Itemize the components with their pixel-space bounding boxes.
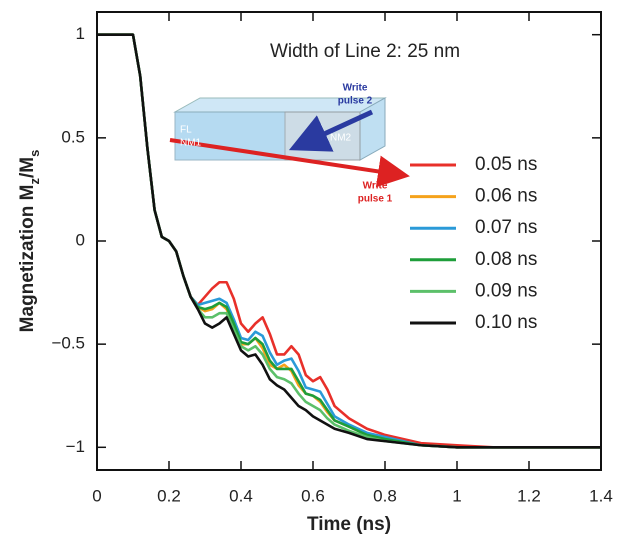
annotation: Width of Line 2: 25 nm: [270, 41, 460, 62]
y-axis-title: Magnetization Mz/Ms: [17, 150, 42, 333]
inset-label: Write: [343, 83, 368, 94]
legend-label: 0.10 ns: [475, 312, 537, 333]
x-tick-label: 0.2: [157, 486, 181, 505]
x-tick-label: 1: [452, 486, 461, 505]
legend-label: 0.08 ns: [475, 249, 537, 270]
y-axis-title-part: Magnetization M: [17, 185, 38, 333]
y-tick-label: −0.5: [51, 334, 85, 353]
y-axis-title-part: s: [27, 150, 42, 157]
series-line: [97, 33, 601, 449]
plot-frame: [96, 11, 602, 471]
y-tick-label: −1: [66, 437, 85, 456]
inset-label: FL: [180, 125, 192, 136]
inset-label: Write: [363, 181, 388, 192]
legend-label: 0.05 ns: [475, 154, 537, 175]
inset-label: pulse 1: [358, 194, 393, 205]
y-tick-label: 1: [76, 24, 85, 43]
y-tick-label: 0.5: [61, 127, 85, 146]
x-tick-label: 0.4: [229, 486, 253, 505]
legend-label: 0.06 ns: [475, 186, 537, 207]
x-tick-label: 0.8: [373, 486, 397, 505]
x-axis-title: Time (ns): [307, 514, 391, 535]
x-tick-label: 1.4: [589, 486, 613, 505]
inset-label: pulse 2: [338, 96, 373, 107]
inset-label: NM2: [330, 133, 352, 144]
legend-label: 0.09 ns: [475, 280, 537, 301]
x-tick-label: 0.6: [301, 486, 325, 505]
y-axis-title-part: z: [27, 178, 42, 185]
inset-label: NM1: [180, 138, 202, 149]
x-tick-label: 0: [92, 486, 101, 505]
y-tick-label: 0: [76, 230, 85, 249]
inset-diagram: FL NM1 NM2 Write pulse 2 Write pulse 1: [169, 83, 410, 205]
legend-label: 0.07 ns: [475, 217, 537, 238]
x-tick-label: 1.2: [517, 486, 541, 505]
y-axis-title-part: /M: [17, 157, 38, 178]
